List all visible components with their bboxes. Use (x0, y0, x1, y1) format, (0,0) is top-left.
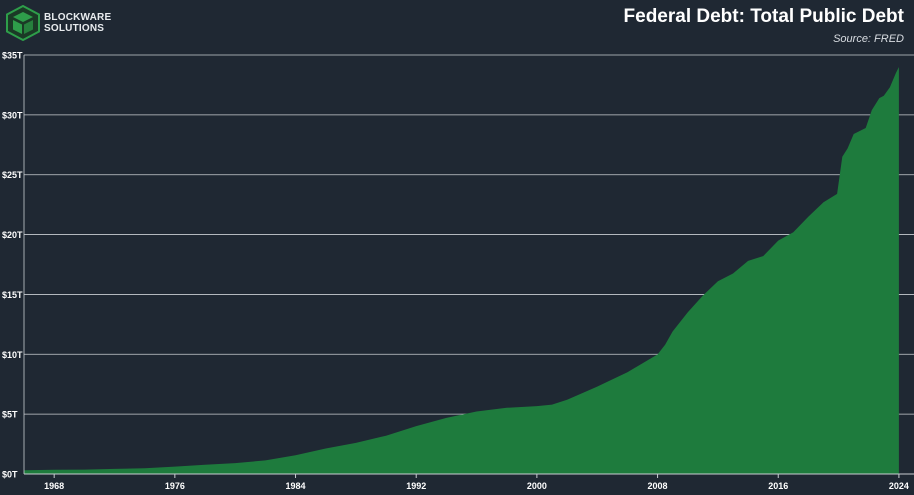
y-tick-label: $30T (2, 110, 23, 120)
x-tick-label: 1968 (44, 481, 64, 491)
x-axis: 1968 1976 1984 1992 2000 2008 2016 2024 (24, 473, 914, 491)
brand-wordmark: BLOCKWARE SOLUTIONS (44, 12, 111, 34)
y-tick-label: $0T (2, 470, 18, 480)
blockware-cube-icon (6, 5, 40, 41)
chart-subtitle: Source: FRED (833, 33, 904, 45)
y-tick-label: $25T (2, 170, 23, 180)
x-tick-label: 1984 (286, 481, 306, 491)
x-tick-label: 2008 (648, 481, 668, 491)
y-axis: $0T $5T $10T $15T $20T $25T $30T $35T (2, 51, 25, 480)
chart-title: Federal Debt: Total Public Debt (623, 6, 904, 27)
y-tick-label: $5T (2, 410, 18, 420)
x-tick-label: 1992 (406, 481, 426, 491)
brand-line2: SOLUTIONS (44, 23, 105, 34)
x-tick-label: 2000 (527, 481, 547, 491)
brand-line1: BLOCKWARE (44, 12, 112, 23)
area-series (24, 67, 899, 474)
y-tick-label: $10T (2, 350, 23, 360)
brand-logo: BLOCKWARE SOLUTIONS (6, 5, 111, 41)
y-tick-label: $20T (2, 230, 23, 240)
x-tick-label: 1976 (165, 481, 185, 491)
area-series-0 (24, 67, 899, 474)
x-tick-label: 2016 (768, 481, 788, 491)
y-tick-label: $35T (2, 51, 23, 61)
y-tick-label: $15T (2, 290, 23, 300)
x-tick-label: 2024 (889, 481, 909, 491)
